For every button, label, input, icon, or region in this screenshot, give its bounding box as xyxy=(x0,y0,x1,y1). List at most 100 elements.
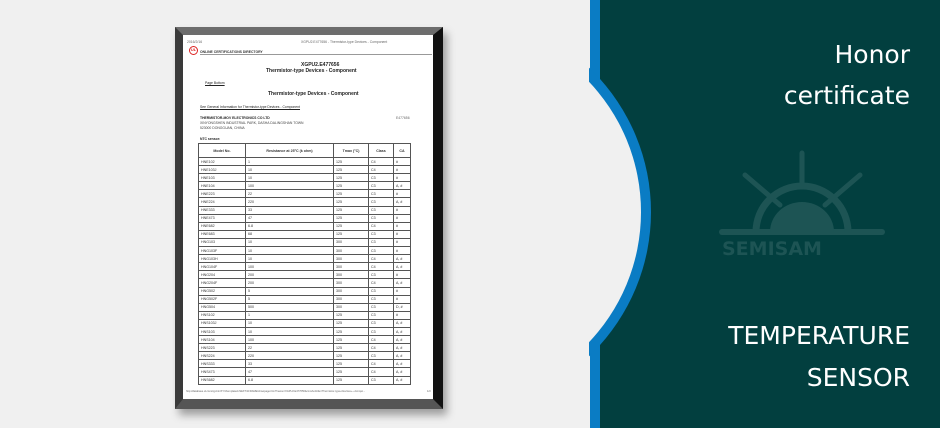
cell-ca: A, # xyxy=(393,278,411,288)
cell-tmax: 125 xyxy=(333,181,369,191)
cell-tmax: 125 xyxy=(333,213,369,223)
ntc-sensor-table: Model No. Resistance at 25°C (k ohm) Tma… xyxy=(198,143,411,385)
cell-ca: # xyxy=(393,294,411,304)
cell-class: C3 xyxy=(368,173,394,183)
cell-class: C3 xyxy=(368,205,394,215)
cell-class: C4 xyxy=(368,262,394,272)
cell-ca: A, # xyxy=(393,343,411,353)
table-row: HNG103H 10 300 C4 A, # xyxy=(198,254,411,264)
cell-resistance: 10 xyxy=(245,318,334,328)
cell-ca: A, # xyxy=(393,375,411,385)
table-row: HNE102 1 125 C4 # xyxy=(198,156,411,167)
table-row: HNG502F 5 300 C3 # xyxy=(198,294,411,304)
cell-tmax: 125 xyxy=(333,197,369,207)
cell-model: HNS103 xyxy=(198,326,246,337)
company-name: THERMISTOR-MOV ELECTRONICS CO LTD xyxy=(200,116,270,120)
directory-label: ONLINE CERTIFICATIONS DIRECTORY xyxy=(200,50,263,54)
doc-title: Thermistor-type Devices - Component xyxy=(266,68,357,74)
cell-model: HNG204 xyxy=(198,270,246,280)
cell-resistance: 10 xyxy=(245,173,334,183)
cell-ca: # xyxy=(393,165,411,175)
cell-resistance: 100 xyxy=(245,262,334,272)
table-row: HNG103 10 300 C3 # xyxy=(198,237,411,248)
cell-class: C3 xyxy=(368,375,394,385)
table-row: HNE333 33 125 C3 # xyxy=(198,205,411,215)
cell-ca: # xyxy=(393,229,411,239)
cell-tmax: 125 xyxy=(333,156,369,167)
table-row: HNS224 220 125 C3 A, # xyxy=(198,351,411,361)
cell-model: HNE683 xyxy=(198,229,246,239)
cell-resistance: 10 xyxy=(245,326,334,337)
footer-url: http://database.ul.com/cgi-bin/XYV/templ… xyxy=(186,390,366,393)
cell-class: C3 xyxy=(368,310,394,320)
cell-ca: A, # xyxy=(393,326,411,337)
cell-resistance: 10 xyxy=(245,246,334,256)
doc-date: 2016/2/16 xyxy=(187,40,203,44)
table-row: HNE683 68 125 C3 # xyxy=(198,229,411,239)
cell-class: C3 xyxy=(368,229,394,239)
cell-resistance: 68 xyxy=(245,229,334,239)
cell-model: HNS224 xyxy=(198,351,246,361)
cell-resistance: 200 xyxy=(245,278,334,288)
cell-tmax: 125 xyxy=(333,310,369,320)
product-line-2: SENSOR xyxy=(806,363,910,392)
page-bottom-link[interactable]: Page Bottom xyxy=(205,81,225,85)
cell-model: HNE102 xyxy=(198,156,246,167)
table-row: HNE224 220 125 C3 A, # xyxy=(198,197,411,207)
general-info-link[interactable]: See General Information for Thermistor-t… xyxy=(200,105,301,109)
cell-class: C4 xyxy=(368,278,394,288)
cell-ca: # xyxy=(393,221,411,231)
cell-class: C3 xyxy=(368,213,394,223)
table-row: HNS333 33 125 C4 A, # xyxy=(198,359,411,369)
cell-tmax: 300 xyxy=(333,302,369,312)
cell-ca: # xyxy=(393,246,411,256)
cell-resistance: 33 xyxy=(245,205,334,215)
cell-class: C4 xyxy=(368,367,394,377)
cell-tmax: 125 xyxy=(333,221,369,231)
cell-tmax: 125 xyxy=(333,335,369,345)
cell-ca: # xyxy=(393,189,411,199)
table-row: HNS102 1 125 C3 # xyxy=(198,310,411,320)
cell-model: HNG204F xyxy=(198,278,246,288)
col-model: Model No. xyxy=(198,143,246,158)
cell-model: HNG504 xyxy=(198,302,246,312)
cell-tmax: 125 xyxy=(333,375,369,385)
cell-ca: A, # xyxy=(393,254,411,264)
cell-class: C4 xyxy=(368,335,394,345)
table-row: HNE223 22 125 C3 # xyxy=(198,189,411,199)
cell-tmax: 125 xyxy=(333,318,369,328)
cell-tmax: 300 xyxy=(333,286,369,296)
doc-header-title: XGPU2.E477656 - Thermistor-type Devices … xyxy=(301,40,388,44)
cell-tmax: 300 xyxy=(333,270,369,280)
cell-ca: # xyxy=(393,310,411,320)
cell-resistance: 5 xyxy=(245,286,334,296)
cell-class: C4 xyxy=(368,343,394,353)
cell-tmax: 125 xyxy=(333,189,369,199)
table-row: HNE104 100 125 C3 A, # xyxy=(198,181,411,191)
section-title: Thermistor-type Devices - Component xyxy=(268,91,359,97)
table-row: HNE682 6.8 125 C4 # xyxy=(198,221,411,231)
table-row: HNG502 5 300 C3 # xyxy=(198,286,411,296)
cell-resistance: 22 xyxy=(245,343,334,353)
cell-resistance: 10 xyxy=(245,254,334,264)
file-number: E477656 xyxy=(396,116,410,120)
cell-tmax: 125 xyxy=(333,229,369,239)
cell-resistance: 100 xyxy=(245,181,334,191)
cell-class: C3 xyxy=(368,318,394,328)
cell-resistance: 10 xyxy=(245,237,334,248)
table-row: HNG204 200 300 C3 # xyxy=(198,270,411,280)
cell-resistance: 47 xyxy=(245,367,334,377)
cell-model: HNE103J xyxy=(198,165,246,175)
cell-class: C4 xyxy=(368,156,394,167)
cell-class: C3 xyxy=(368,286,394,296)
ul-logo-icon: UL xyxy=(189,46,198,55)
cell-model: HNE333 xyxy=(198,205,246,215)
cell-tmax: 300 xyxy=(333,254,369,264)
cell-resistance: 100 xyxy=(245,335,334,345)
col-class: Class xyxy=(368,143,394,158)
cell-class: C3 xyxy=(368,246,394,256)
cell-tmax: 125 xyxy=(333,367,369,377)
cell-ca: # xyxy=(393,213,411,223)
page-number: 1/3 xyxy=(427,390,431,393)
